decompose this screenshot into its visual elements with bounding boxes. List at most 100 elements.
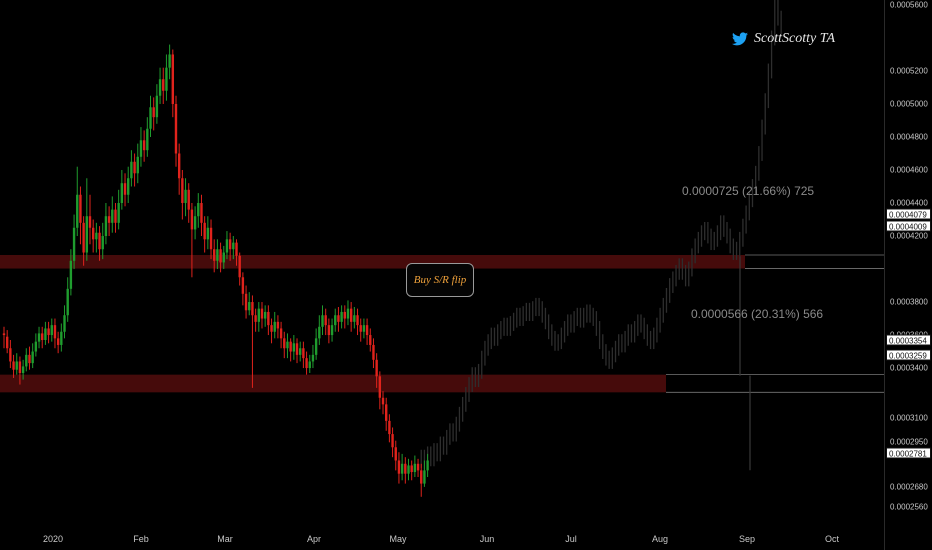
price-tick: 0.0002680 xyxy=(890,482,928,492)
candle-body xyxy=(142,140,146,151)
candle-body xyxy=(155,95,159,118)
candle xyxy=(225,231,229,260)
candle xyxy=(56,331,60,354)
candle xyxy=(391,427,394,458)
candle-body xyxy=(69,260,73,289)
candle-body xyxy=(279,328,283,339)
candle xyxy=(152,97,155,131)
candle xyxy=(15,353,18,375)
candle-body xyxy=(388,420,391,435)
candle-body xyxy=(318,326,321,339)
candle xyxy=(91,219,95,253)
price-axis[interactable] xyxy=(884,0,932,550)
candle-body xyxy=(375,359,378,377)
candle-body xyxy=(88,216,92,228)
candle xyxy=(321,305,324,336)
candle-body xyxy=(98,232,101,250)
zone-1 xyxy=(0,374,666,393)
candle-body xyxy=(426,460,429,471)
candle xyxy=(88,194,92,245)
price-tick: 0.0005000 xyxy=(890,99,928,109)
candle xyxy=(299,341,302,362)
candle-body xyxy=(18,361,22,374)
candle xyxy=(5,330,9,354)
candle-body xyxy=(50,325,53,336)
candle xyxy=(388,414,391,443)
candle-body xyxy=(334,315,337,326)
time-tick: Jun xyxy=(479,534,495,544)
candle xyxy=(394,440,397,471)
candle xyxy=(130,150,133,187)
candle xyxy=(283,331,286,359)
candle xyxy=(18,356,22,385)
candle xyxy=(203,216,206,253)
candle-body xyxy=(372,344,375,360)
candle-body xyxy=(95,232,98,240)
candle-body xyxy=(34,341,38,352)
candle xyxy=(174,95,178,167)
candle xyxy=(400,453,404,481)
candle-body xyxy=(260,308,264,319)
candle xyxy=(295,338,299,364)
candle xyxy=(420,463,423,497)
candle xyxy=(330,318,334,342)
candle xyxy=(257,302,260,332)
candle xyxy=(114,203,117,233)
candle xyxy=(50,318,53,342)
candle xyxy=(28,346,31,370)
candle xyxy=(133,153,136,187)
candle-body xyxy=(171,54,175,104)
candle xyxy=(228,232,232,261)
candle xyxy=(365,318,369,345)
candle xyxy=(190,203,194,278)
candle xyxy=(334,308,337,332)
candle xyxy=(146,117,149,157)
candle xyxy=(349,302,353,332)
candle xyxy=(117,189,120,230)
candle xyxy=(241,272,245,306)
candle-body xyxy=(232,242,235,250)
candle xyxy=(12,354,15,378)
time-tick: Sep xyxy=(738,534,756,544)
candle-body xyxy=(244,293,248,311)
candle-body xyxy=(340,311,343,322)
candle xyxy=(149,95,152,137)
time-tick: 2020 xyxy=(42,534,64,544)
candle xyxy=(378,371,382,410)
candle-body xyxy=(193,216,197,230)
candle-body xyxy=(82,222,85,253)
candle xyxy=(292,335,296,360)
candle xyxy=(60,323,63,352)
candle-body xyxy=(209,227,213,250)
candle xyxy=(235,239,238,266)
candle-body xyxy=(72,227,76,261)
candle xyxy=(47,321,50,344)
candle-body xyxy=(127,178,130,195)
support-resistance-zones xyxy=(0,254,884,393)
candle xyxy=(375,353,378,388)
candle-body xyxy=(263,311,267,319)
measure-lines xyxy=(739,255,751,471)
candle xyxy=(222,245,225,270)
candle-body xyxy=(324,315,327,326)
candle xyxy=(353,306,356,329)
zone-0 xyxy=(0,254,745,269)
candle xyxy=(107,206,111,237)
candle xyxy=(193,206,197,240)
candle-body xyxy=(63,315,66,332)
candle xyxy=(260,302,264,329)
candle xyxy=(397,452,401,484)
candle-body xyxy=(162,79,165,91)
candle xyxy=(72,214,76,270)
candle-body xyxy=(216,249,219,261)
candle-body xyxy=(359,325,362,332)
callout-text: Buy S/R flip xyxy=(413,274,467,286)
candle xyxy=(21,359,25,380)
author-name: ScottScotty TA xyxy=(754,31,835,46)
price-tick: 0.0004400 xyxy=(890,198,928,208)
time-tick: May xyxy=(389,534,407,544)
candle xyxy=(404,457,407,484)
candle-body xyxy=(206,227,210,240)
price-tick: 0.0005200 xyxy=(890,66,928,76)
